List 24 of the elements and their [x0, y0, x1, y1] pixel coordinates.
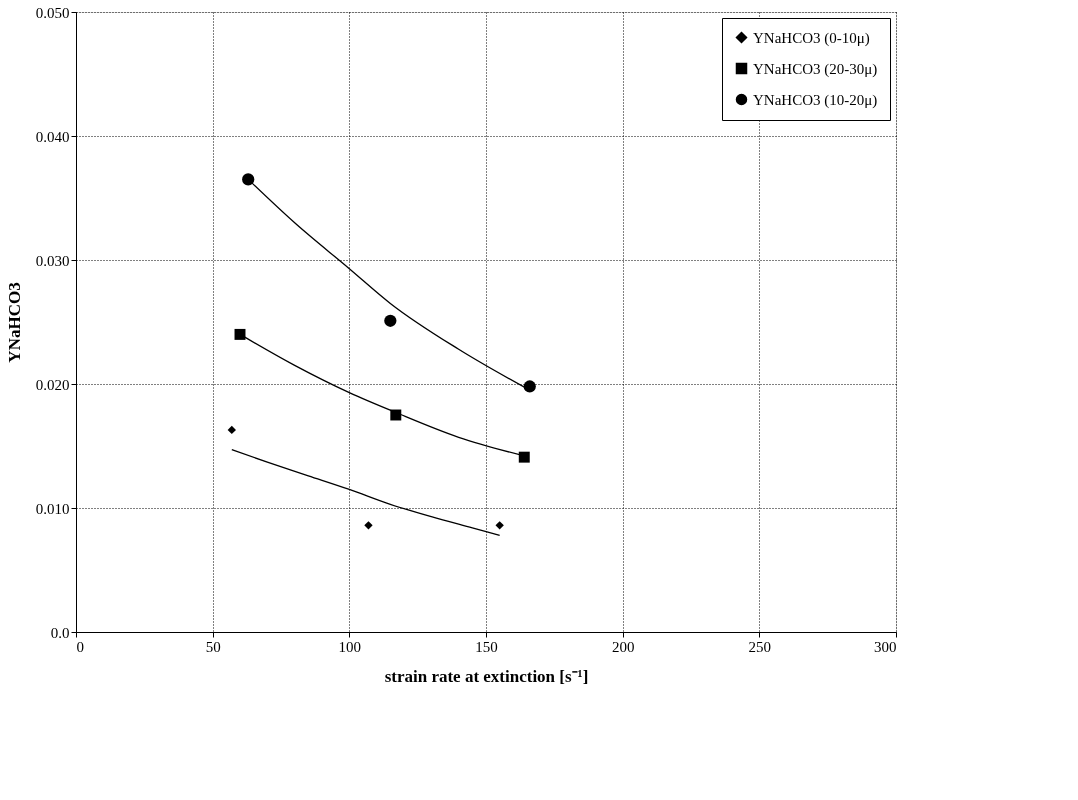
- y-tick-label: 0.030: [35, 252, 70, 269]
- y-tick-label: 0.050: [35, 4, 70, 21]
- point: [227, 425, 236, 435]
- point: [518, 451, 530, 463]
- point: [495, 521, 504, 530]
- x-tick-label: 200: [611, 638, 635, 655]
- x-tick-label: 300: [874, 638, 897, 655]
- x-tick-label: 150: [475, 638, 498, 655]
- point: [384, 314, 397, 327]
- x-tick-label: 250: [748, 638, 772, 655]
- y-tick-label: 0.0: [50, 624, 70, 641]
- x-tick-label: 0: [76, 638, 84, 655]
- point: [364, 521, 373, 530]
- x-tick-label: 50: [205, 638, 221, 655]
- x-axis-title: strain rate at extinction [s⁻¹]: [384, 666, 589, 686]
- y-tick-label: 0.040: [35, 128, 70, 145]
- y-tick-label: 0.010: [35, 500, 70, 517]
- y-axis-title: YNaHCO3: [4, 282, 24, 363]
- x-tick-label: 100: [338, 638, 362, 655]
- legend-label: YNaHCO3 (20-30μ): [753, 60, 878, 78]
- point: [242, 173, 255, 186]
- legend-label: YNaHCO3 (10-20μ): [753, 91, 878, 109]
- legend-label: YNaHCO3 (0-10μ): [753, 29, 870, 47]
- y-tick-label: 0.020: [35, 376, 70, 393]
